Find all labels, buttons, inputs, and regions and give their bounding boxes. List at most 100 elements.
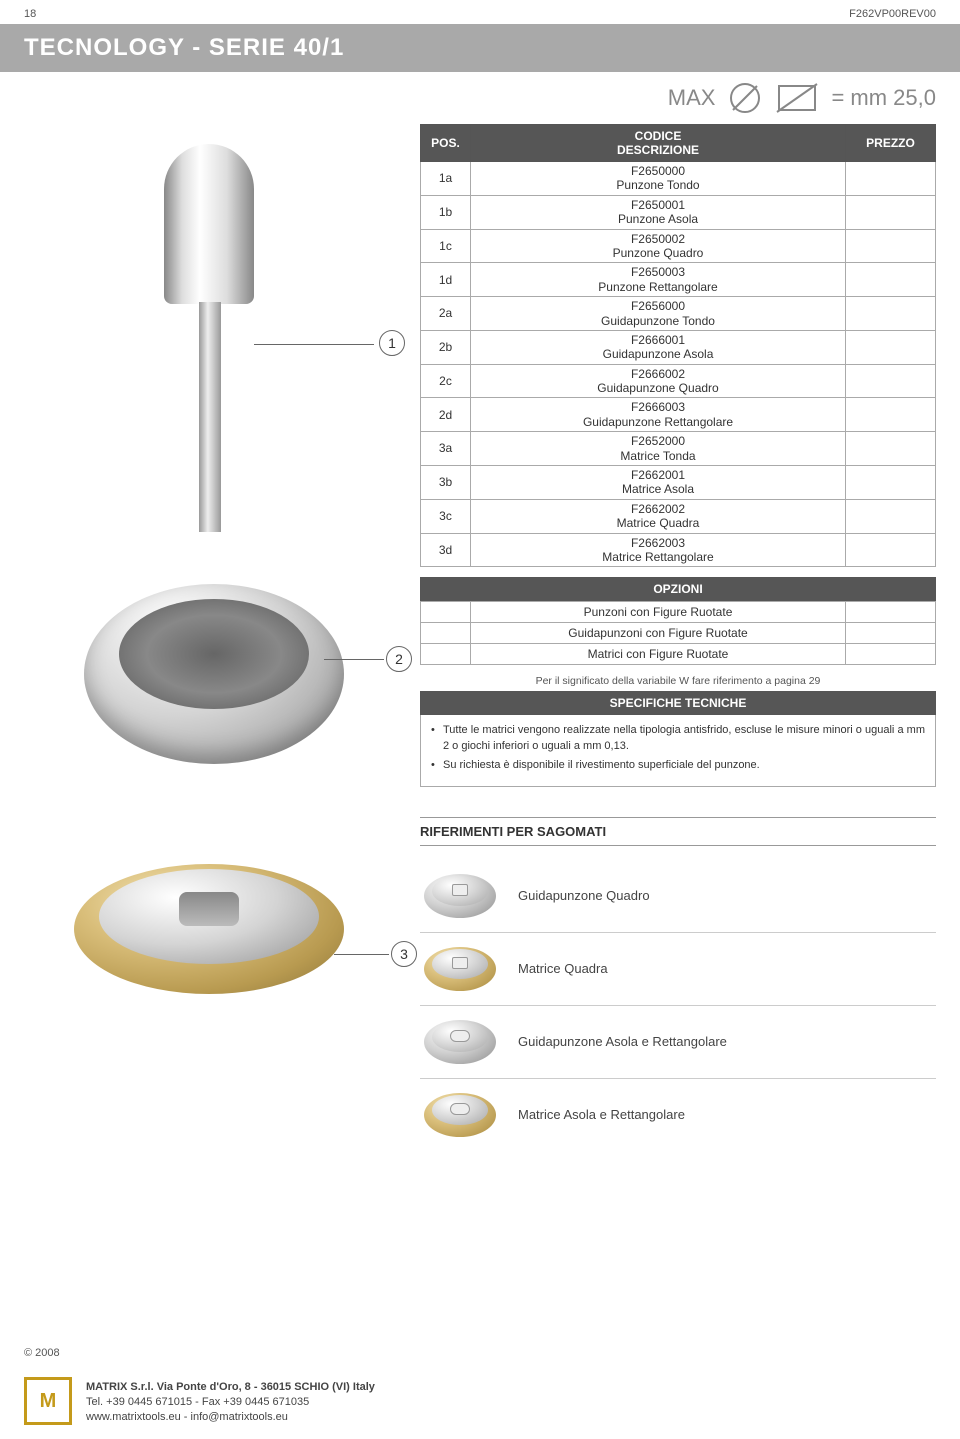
- cell-price: [846, 195, 936, 229]
- opzioni-price: [846, 644, 936, 665]
- cell-pos: 2c: [421, 364, 471, 398]
- cell-price: [846, 162, 936, 196]
- riferimenti-section: RIFERIMENTI PER SAGOMATI Guidapunzone Qu…: [420, 817, 936, 1151]
- footer-text: MATRIX S.r.l. Via Ponte d'Oro, 8 - 36015…: [86, 1380, 375, 1425]
- table-row: 1bF2650001Punzone Asola: [421, 195, 936, 229]
- cell-code-desc: F2656000Guidapunzone Tondo: [471, 297, 846, 331]
- cell-code-desc: F2652000Matrice Tonda: [471, 432, 846, 466]
- doc-code: F262VP00REV00: [849, 8, 936, 20]
- rif-icon-guide-asola: [420, 1014, 500, 1070]
- rif-icon-matrice-quadra: [420, 941, 500, 997]
- cell-price: [846, 466, 936, 500]
- table-row: 1dF2650003Punzone Rettangolare: [421, 263, 936, 297]
- title-bar: TECNOLOGY - SERIE 40/1: [0, 24, 960, 72]
- table-row: 3bF2662001Matrice Asola: [421, 466, 936, 500]
- cell-pos: 3a: [421, 432, 471, 466]
- opzioni-price: [846, 623, 936, 644]
- rif-label: Guidapunzone Quadro: [518, 888, 650, 903]
- cell-code-desc: F2666001Guidapunzone Asola: [471, 330, 846, 364]
- cell-price: [846, 364, 936, 398]
- cell-code-desc: F2666003Guidapunzone Rettangolare: [471, 398, 846, 432]
- rif-row: Guidapunzone Asola e Rettangolare: [420, 1006, 936, 1079]
- cell-pos: 1a: [421, 162, 471, 196]
- opzioni-price: [846, 602, 936, 623]
- cell-code-desc: F2662002Matrice Quadra: [471, 499, 846, 533]
- cell-pos: 2a: [421, 297, 471, 331]
- page-number: 18: [24, 8, 36, 20]
- cell-code-desc: F2662001Matrice Asola: [471, 466, 846, 500]
- opzioni-header: OPZIONI: [420, 577, 936, 601]
- cell-price: [846, 229, 936, 263]
- rif-icon-matrice-asola: [420, 1087, 500, 1143]
- cell-code-desc: F2650001Punzone Asola: [471, 195, 846, 229]
- table-row: 2cF2666002Guidapunzone Quadro: [421, 364, 936, 398]
- cell-price: [846, 330, 936, 364]
- footer-line1: MATRIX S.r.l. Via Ponte d'Oro, 8 - 36015…: [86, 1380, 375, 1395]
- table-row: 1aF2650000Punzone Tondo: [421, 162, 936, 196]
- cell-code-desc: F2662003Matrice Rettangolare: [471, 533, 846, 567]
- cell-pos: 1d: [421, 263, 471, 297]
- cell-pos: 2d: [421, 398, 471, 432]
- spec-tech-item: Su richiesta è disponibile il rivestimen…: [431, 758, 925, 773]
- parts-table: POS. CODICE DESCRIZIONE PREZZO 1aF265000…: [420, 124, 936, 567]
- diameter-icon: [727, 80, 763, 116]
- cell-pos: 1c: [421, 229, 471, 263]
- opzioni-side: [421, 602, 471, 623]
- spec-tech-header: SPECIFICHE TECNICHE: [420, 691, 936, 715]
- table-row: 2bF2666001Guidapunzone Asola: [421, 330, 936, 364]
- table-row: 3dF2662003Matrice Rettangolare: [421, 533, 936, 567]
- rif-icon-guide-quadro: [420, 868, 500, 924]
- opzioni-side: [421, 623, 471, 644]
- cell-price: [846, 263, 936, 297]
- cell-pos: 1b: [421, 195, 471, 229]
- table-row: 3aF2652000Matrice Tonda: [421, 432, 936, 466]
- cell-price: [846, 297, 936, 331]
- table-row: 1cF2650002Punzone Quadro: [421, 229, 936, 263]
- callout-3: 3: [391, 941, 417, 967]
- table-row: 3cF2662002Matrice Quadra: [421, 499, 936, 533]
- spec-tech-body: Tutte le matrici vengono realizzate nell…: [420, 715, 936, 786]
- riferimenti-header: RIFERIMENTI PER SAGOMATI: [420, 817, 936, 846]
- th-price: PREZZO: [846, 125, 936, 162]
- opzioni-label: Guidapunzoni con Figure Ruotate: [471, 623, 846, 644]
- cell-code-desc: F2666002Guidapunzone Quadro: [471, 364, 846, 398]
- copyright: © 2008: [24, 1347, 60, 1359]
- rif-label: Matrice Quadra: [518, 961, 608, 976]
- cell-price: [846, 533, 936, 567]
- max-bar: MAX = mm 25,0: [0, 80, 960, 124]
- cell-price: [846, 432, 936, 466]
- illustration-guide: 2: [24, 574, 404, 804]
- cell-code-desc: F2650003Punzone Rettangolare: [471, 263, 846, 297]
- rif-label: Matrice Asola e Rettangolare: [518, 1107, 685, 1122]
- cell-code-desc: F2650000Punzone Tondo: [471, 162, 846, 196]
- opzioni-row: Guidapunzoni con Figure Ruotate: [421, 623, 936, 644]
- opzioni-table: Punzoni con Figure RuotateGuidapunzoni c…: [420, 601, 936, 665]
- footer: M MATRIX S.r.l. Via Ponte d'Oro, 8 - 360…: [0, 1367, 960, 1439]
- page-header: 18 F262VP00REV00: [0, 0, 960, 24]
- rif-row: Matrice Quadra: [420, 933, 936, 1006]
- table-row: 2aF2656000Guidapunzone Tondo: [421, 297, 936, 331]
- max-value: = mm 25,0: [831, 85, 936, 111]
- footer-line2: Tel. +39 0445 671015 - Fax +39 0445 6710…: [86, 1395, 375, 1410]
- cell-price: [846, 398, 936, 432]
- opzioni-row: Matrici con Figure Ruotate: [421, 644, 936, 665]
- illustration-die: 3: [24, 834, 404, 1034]
- rif-label: Guidapunzone Asola e Rettangolare: [518, 1034, 727, 1049]
- spec-tech-item: Tutte le matrici vengono realizzate nell…: [431, 723, 925, 754]
- rif-row: Matrice Asola e Rettangolare: [420, 1079, 936, 1151]
- cell-pos: 3d: [421, 533, 471, 567]
- cell-price: [846, 499, 936, 533]
- opzioni-label: Punzoni con Figure Ruotate: [471, 602, 846, 623]
- cell-pos: 3b: [421, 466, 471, 500]
- cell-pos: 3c: [421, 499, 471, 533]
- footer-line3: www.matrixtools.eu - info@matrixtools.eu: [86, 1410, 375, 1425]
- th-pos: POS.: [421, 125, 471, 162]
- logo-icon: M: [24, 1377, 72, 1425]
- table-row: 2dF2666003Guidapunzone Rettangolare: [421, 398, 936, 432]
- rif-row: Guidapunzone Quadro: [420, 860, 936, 933]
- cell-code-desc: F2650002Punzone Quadro: [471, 229, 846, 263]
- max-label: MAX: [668, 85, 716, 111]
- illustration-column: 1 2 3: [24, 124, 404, 1151]
- spec-column: POS. CODICE DESCRIZIONE PREZZO 1aF265000…: [420, 124, 936, 1151]
- cell-pos: 2b: [421, 330, 471, 364]
